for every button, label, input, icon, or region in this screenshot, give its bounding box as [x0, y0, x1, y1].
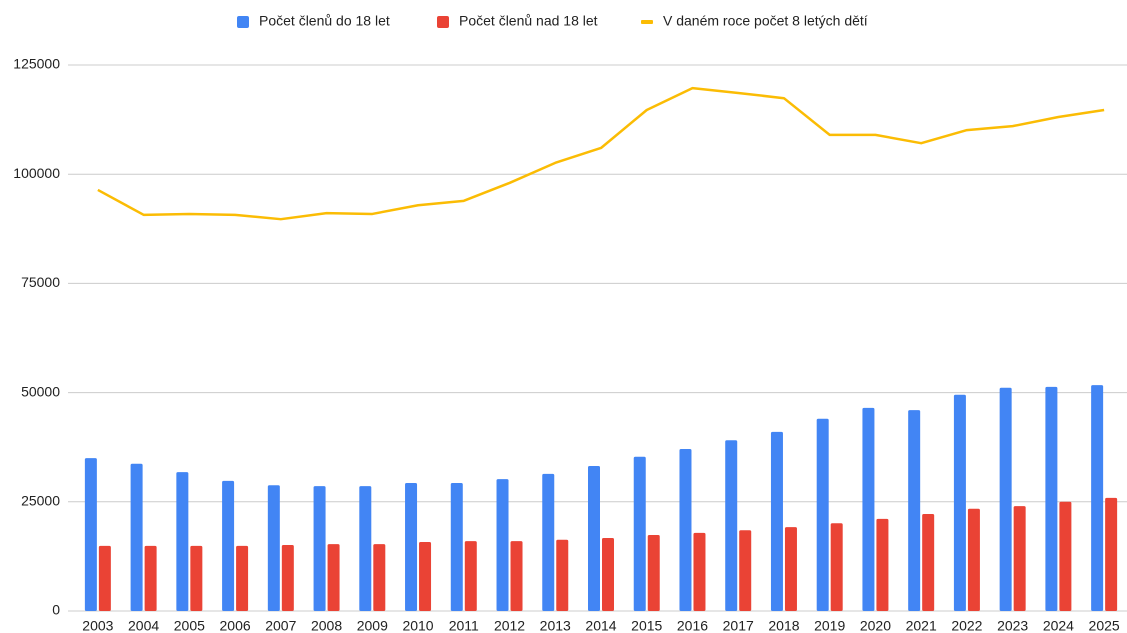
bar — [327, 544, 340, 611]
bar — [1091, 385, 1104, 611]
bar — [602, 538, 614, 611]
bar — [496, 479, 509, 611]
x-tick-label: 2005 — [174, 618, 205, 633]
bar — [953, 394, 966, 611]
legend-swatch — [437, 16, 449, 28]
bar — [922, 514, 935, 611]
bar — [693, 532, 706, 611]
bar — [222, 480, 235, 611]
x-tick-label: 2014 — [585, 618, 616, 633]
bar — [405, 483, 418, 611]
x-tick-label: 2015 — [631, 618, 662, 633]
y-tick-label: 25000 — [21, 493, 60, 509]
bar — [542, 473, 555, 611]
x-tick-label: 2024 — [1043, 618, 1074, 633]
x-tick-label: 2004 — [128, 618, 159, 633]
legend-label: Počet členů nad 18 let — [459, 13, 598, 29]
x-tick-label: 2019 — [814, 618, 845, 633]
bar — [862, 407, 875, 611]
x-tick-label: 2022 — [951, 618, 982, 633]
bar — [313, 486, 326, 611]
bar — [98, 545, 111, 611]
x-tick-label: 2011 — [449, 618, 479, 633]
bar — [784, 527, 797, 611]
x-tick-label: 2006 — [220, 618, 251, 633]
line — [97, 86, 1105, 221]
bar — [967, 508, 980, 611]
bar — [1045, 386, 1058, 611]
legend-label: Počet členů do 18 let — [259, 13, 390, 29]
y-tick-label: 100000 — [13, 165, 60, 181]
bar — [84, 458, 97, 611]
x-tick-label: 2012 — [494, 618, 525, 633]
bar — [464, 541, 477, 611]
bar — [190, 545, 203, 611]
x-tick-label: 2017 — [723, 618, 754, 633]
x-tick-label: 2025 — [1089, 618, 1120, 633]
legend-swatch — [237, 16, 249, 28]
bar — [725, 440, 738, 611]
bar — [876, 518, 889, 611]
bar — [1013, 506, 1026, 611]
x-tick-label: 2013 — [540, 618, 571, 633]
bar — [999, 387, 1012, 611]
bar — [419, 541, 432, 611]
bar — [556, 539, 569, 611]
bar — [130, 463, 143, 611]
x-tick-label: 2021 — [906, 618, 937, 633]
bar — [373, 544, 386, 611]
y-tick-label: 0 — [52, 602, 60, 618]
bar — [739, 530, 752, 611]
x-tick-label: 2018 — [768, 618, 799, 633]
x-tick-label: 2023 — [997, 618, 1028, 633]
x-tick-label: 2010 — [402, 618, 433, 633]
bar — [236, 545, 249, 611]
x-tick-label: 2008 — [311, 618, 342, 633]
bar — [267, 485, 280, 611]
bar — [144, 545, 157, 611]
legend-label: V daném roce počet 8 letých dětí — [663, 13, 868, 29]
y-tick-label: 75000 — [21, 274, 60, 290]
bar — [510, 541, 523, 611]
bar — [908, 410, 921, 611]
x-tick-label: 2009 — [357, 618, 388, 633]
bar — [1059, 501, 1072, 611]
bar — [450, 483, 463, 611]
y-tick-label: 50000 — [21, 383, 60, 399]
x-tick-label: 2003 — [82, 618, 113, 633]
bar — [830, 523, 843, 611]
x-tick-label: 2020 — [860, 618, 891, 633]
bar — [359, 486, 372, 611]
bar — [588, 465, 600, 611]
bar — [633, 456, 646, 611]
bar — [1105, 497, 1118, 611]
y-tick-label: 125000 — [13, 56, 60, 72]
x-tick-label: 2007 — [265, 618, 296, 633]
bar — [770, 431, 783, 611]
legend-swatch — [641, 20, 653, 24]
x-tick-label: 2016 — [677, 618, 708, 633]
bar — [176, 472, 189, 611]
bar — [679, 448, 692, 611]
bar — [647, 534, 660, 611]
bar — [816, 418, 829, 611]
bar — [281, 545, 294, 611]
